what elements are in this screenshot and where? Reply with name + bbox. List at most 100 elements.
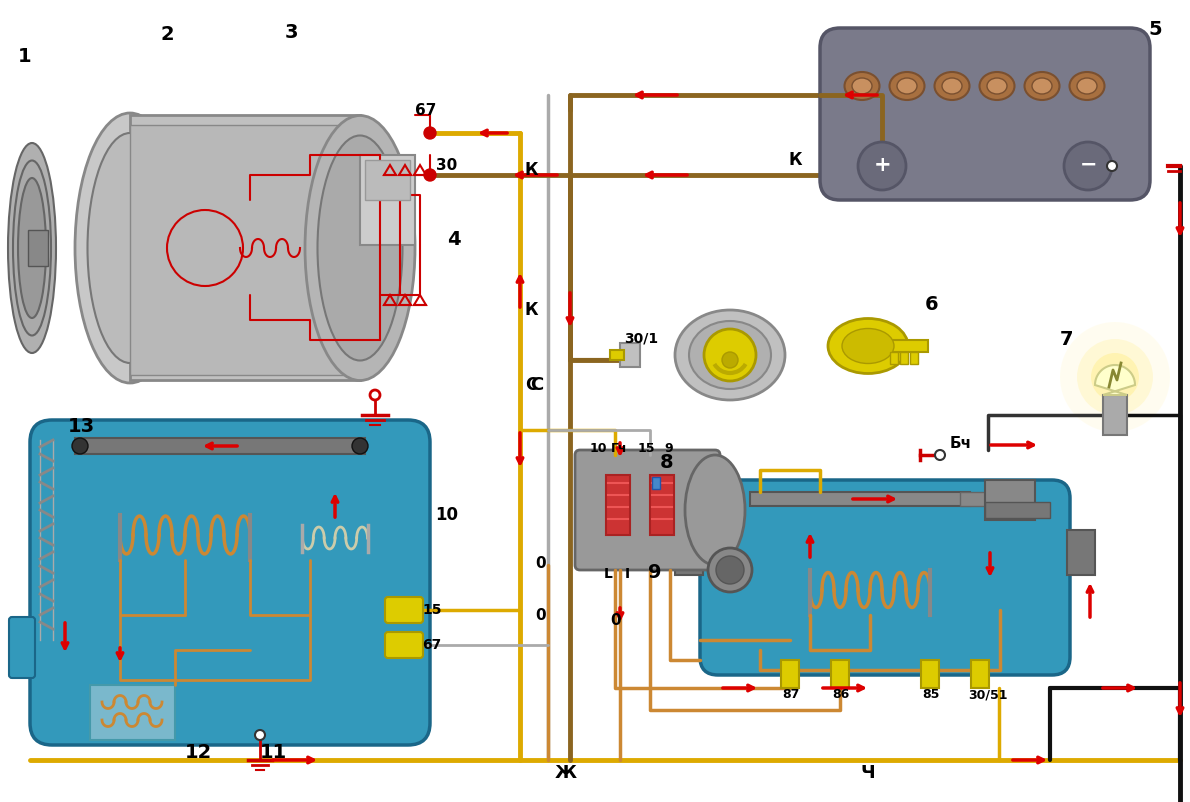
- Text: Ч: Ч: [860, 764, 875, 782]
- Text: 10: 10: [590, 442, 608, 455]
- Bar: [985, 502, 1050, 518]
- Text: I: I: [625, 567, 631, 581]
- Text: 0: 0: [610, 613, 621, 628]
- Text: 0: 0: [536, 608, 546, 623]
- Text: 7: 7: [1060, 330, 1073, 349]
- Ellipse shape: [88, 133, 173, 363]
- Text: 2: 2: [159, 25, 174, 44]
- Text: 5: 5: [1148, 20, 1161, 39]
- Text: 30/1: 30/1: [624, 331, 658, 345]
- Bar: [130, 115, 361, 380]
- Circle shape: [424, 169, 436, 181]
- Text: 4: 4: [447, 230, 461, 249]
- Circle shape: [1107, 161, 1117, 171]
- Bar: [921, 660, 939, 688]
- Bar: [971, 660, 989, 688]
- Text: 86: 86: [832, 688, 850, 701]
- Ellipse shape: [897, 78, 917, 94]
- Ellipse shape: [934, 72, 970, 100]
- Bar: [130, 125, 350, 375]
- Circle shape: [255, 730, 265, 740]
- Circle shape: [708, 548, 752, 592]
- Bar: [1067, 530, 1095, 575]
- Ellipse shape: [675, 310, 785, 400]
- Text: К: К: [788, 151, 802, 169]
- Text: 6: 6: [925, 295, 939, 314]
- Ellipse shape: [8, 143, 56, 353]
- Text: 85: 85: [922, 688, 939, 701]
- Text: К: К: [524, 161, 538, 179]
- Text: К: К: [524, 301, 538, 319]
- Circle shape: [424, 127, 436, 139]
- Ellipse shape: [979, 72, 1015, 100]
- Ellipse shape: [942, 78, 962, 94]
- FancyBboxPatch shape: [386, 597, 422, 623]
- Bar: [75, 438, 365, 454]
- Text: 12: 12: [184, 743, 212, 762]
- Circle shape: [352, 438, 368, 454]
- Bar: [675, 530, 703, 575]
- Bar: [900, 352, 908, 364]
- Circle shape: [1077, 339, 1153, 415]
- Text: 67: 67: [422, 638, 441, 652]
- Bar: [750, 492, 970, 506]
- Text: Бч: Бч: [950, 436, 972, 451]
- Text: 1: 1: [18, 47, 32, 66]
- Bar: [361, 155, 415, 245]
- Circle shape: [935, 450, 945, 460]
- FancyBboxPatch shape: [820, 28, 1150, 200]
- Text: 3: 3: [284, 23, 299, 42]
- Bar: [29, 230, 48, 266]
- Ellipse shape: [685, 455, 745, 565]
- Bar: [985, 480, 1035, 520]
- Circle shape: [716, 556, 744, 584]
- FancyBboxPatch shape: [386, 632, 422, 658]
- Ellipse shape: [75, 113, 184, 383]
- Ellipse shape: [18, 178, 46, 318]
- Bar: [888, 340, 928, 352]
- Text: 9: 9: [649, 563, 662, 582]
- Ellipse shape: [1077, 78, 1097, 94]
- FancyBboxPatch shape: [30, 420, 430, 745]
- Circle shape: [1091, 353, 1139, 401]
- Ellipse shape: [845, 72, 879, 100]
- Bar: [652, 477, 660, 489]
- Ellipse shape: [828, 318, 908, 374]
- Text: 87: 87: [782, 688, 800, 701]
- Bar: [910, 352, 917, 364]
- Circle shape: [1060, 322, 1170, 432]
- Circle shape: [73, 438, 88, 454]
- Text: 15: 15: [638, 442, 656, 455]
- Text: L: L: [605, 567, 613, 581]
- Text: 0: 0: [536, 556, 546, 571]
- FancyBboxPatch shape: [700, 480, 1070, 675]
- Text: 11: 11: [259, 743, 287, 762]
- Bar: [781, 660, 798, 688]
- Text: 13: 13: [68, 417, 95, 436]
- Polygon shape: [1095, 365, 1135, 395]
- Ellipse shape: [1025, 72, 1059, 100]
- Circle shape: [370, 390, 380, 400]
- Text: +: +: [873, 155, 891, 175]
- FancyBboxPatch shape: [10, 617, 35, 678]
- Circle shape: [1064, 142, 1111, 190]
- Text: 9: 9: [664, 442, 672, 455]
- Circle shape: [722, 352, 738, 368]
- Ellipse shape: [318, 136, 402, 361]
- Bar: [960, 492, 990, 506]
- Bar: [831, 660, 848, 688]
- Text: 8: 8: [660, 453, 674, 472]
- Bar: [650, 475, 674, 535]
- Ellipse shape: [13, 160, 51, 335]
- Bar: [606, 475, 630, 535]
- Ellipse shape: [889, 72, 925, 100]
- Text: C: C: [530, 376, 544, 394]
- Bar: [610, 350, 624, 360]
- Bar: [620, 343, 640, 367]
- Text: Гч: Гч: [610, 442, 627, 455]
- Ellipse shape: [305, 115, 415, 380]
- Bar: [1103, 395, 1127, 435]
- Ellipse shape: [689, 321, 771, 389]
- Text: 30/51: 30/51: [967, 688, 1008, 701]
- Text: Ж: Ж: [555, 764, 577, 782]
